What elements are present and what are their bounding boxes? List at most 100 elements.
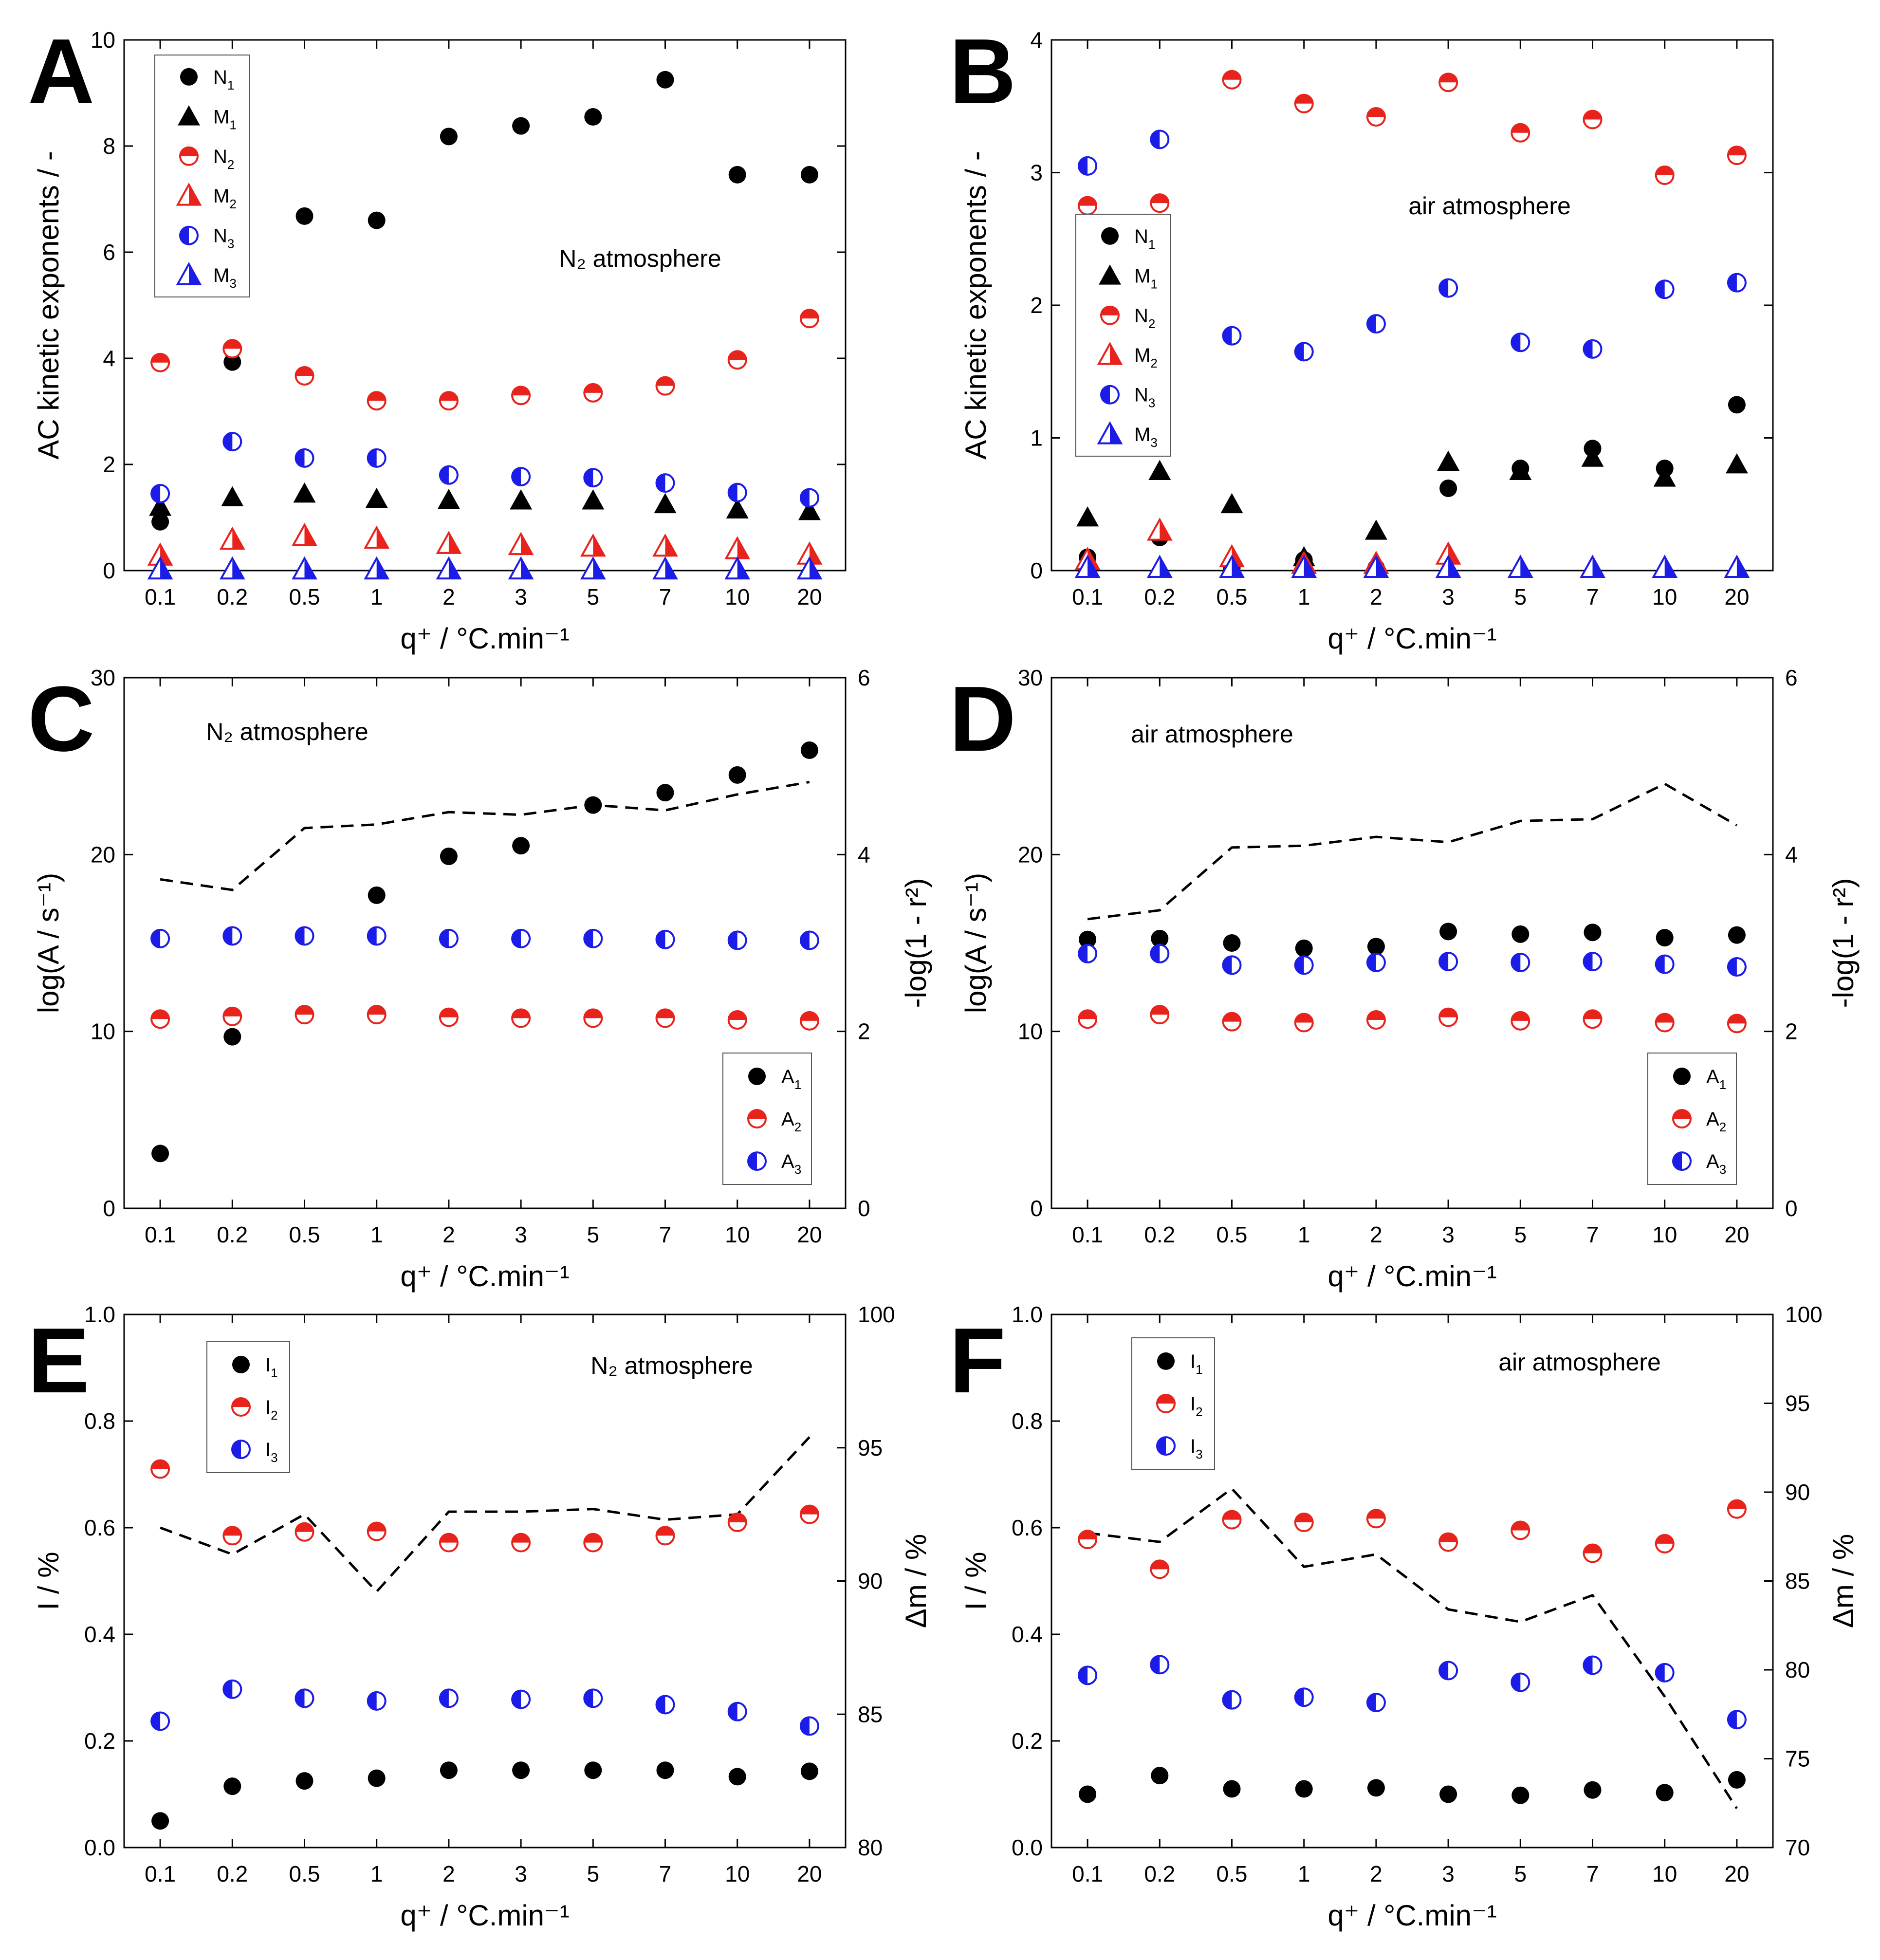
data-point <box>584 796 602 814</box>
series-2 <box>1078 1499 1747 1579</box>
data-point-fill <box>1295 343 1304 361</box>
data-point-fill <box>656 1696 665 1714</box>
y2-tick-label: 70 <box>1785 1835 1810 1860</box>
data-point <box>440 847 458 865</box>
data-point-fill <box>223 1527 241 1536</box>
panel-f: F 0.1 0.2 0.5 1 2 3 5 7 10 20 0.0 0.2 0.4 0.6 0.8 1.0 70 7… <box>949 1302 1860 1932</box>
data-point-fill <box>1367 953 1376 971</box>
y2-tick-label: 4 <box>1785 842 1798 867</box>
y-axis-label: AC kinetic exponents / - <box>959 151 992 460</box>
legend-marker-fill <box>748 1152 757 1170</box>
atmosphere-annotation: N₂ atmosphere <box>206 718 368 745</box>
x-tick-label: 2 <box>442 1861 455 1886</box>
y2-axis-label: Δm / % <box>900 1534 932 1628</box>
x-tick-label: 0.2 <box>1144 1222 1175 1247</box>
data-point-fill <box>232 558 244 579</box>
data-point-fill <box>1448 543 1460 564</box>
data-point-fill <box>223 340 241 349</box>
panel-letter-a: A <box>28 20 94 123</box>
data-point-fill <box>440 1008 458 1017</box>
data-point <box>1295 1780 1313 1798</box>
data-point <box>798 499 821 520</box>
series-1 <box>1079 1767 1746 1804</box>
data-point <box>1151 1767 1169 1785</box>
y-tick-label: 1 <box>1030 425 1043 451</box>
x-tick-label: 0.5 <box>1216 1222 1248 1247</box>
x-tick-label: 1 <box>370 584 383 610</box>
panel-a: A 0.1 0.2 0.5 1 2 3 5 7 10 20 0 2 4 6 8 10 q⁺ / °C.min⁻¹ A… <box>28 20 847 655</box>
data-point-fill <box>1223 327 1232 345</box>
atmosphere-annotation: N₂ atmosphere <box>559 245 721 272</box>
panel-letter-e: E <box>28 1309 90 1412</box>
x-axis-label: q⁺ / °C.min⁻¹ <box>400 1260 569 1293</box>
data-point-fill <box>232 528 244 549</box>
series-1 <box>1079 923 1746 957</box>
data-point <box>800 1762 818 1780</box>
data-point-fill <box>1151 1560 1169 1570</box>
panel-letter-b: B <box>949 20 1016 123</box>
data-point-fill <box>376 558 388 579</box>
y-tick-label: 20 <box>1018 842 1043 867</box>
data-point <box>295 1772 313 1790</box>
data-point-fill <box>1223 1013 1241 1022</box>
legend-marker <box>180 68 198 86</box>
data-point-fill <box>1295 1688 1304 1706</box>
data-point-fill <box>521 534 533 555</box>
y-tick-label: 6 <box>103 240 115 265</box>
data-point-fill <box>584 1009 602 1018</box>
data-point <box>1295 939 1313 957</box>
x-tick-label: 1 <box>1298 1861 1310 1886</box>
y2-axis-label: -log(1 - r²) <box>900 878 932 1008</box>
y-tick-label: 0.8 <box>1012 1408 1043 1434</box>
y-tick-label: 4 <box>1030 27 1043 53</box>
data-point-fill <box>1584 340 1593 358</box>
data-point-fill <box>1592 556 1604 577</box>
data-point-fill <box>512 1009 530 1018</box>
data-point <box>1223 1780 1241 1798</box>
x-tick-label: 5 <box>1514 584 1527 610</box>
panel-letter-c: C <box>28 667 94 771</box>
data-point-fill <box>1728 147 1746 156</box>
atmosphere-annotation: N₂ atmosphere <box>590 1352 753 1379</box>
panel-letter-f: F <box>949 1309 1006 1412</box>
series-3 <box>1078 1655 1747 1730</box>
data-point-fill <box>656 474 665 492</box>
x-tick-label: 20 <box>797 1861 822 1886</box>
legend-box <box>722 1053 812 1185</box>
data-point-fill <box>295 927 305 945</box>
x-tick-label: 20 <box>1724 584 1749 610</box>
atmosphere-annotation: air atmosphere <box>1131 721 1293 748</box>
data-point-fill <box>295 367 313 376</box>
x-tick-label: 0.5 <box>1216 584 1248 610</box>
data-point <box>440 1761 458 1779</box>
series-3 <box>1078 943 1747 977</box>
data-point-fill <box>584 929 593 947</box>
data-point <box>654 493 677 514</box>
x-tick-label: 3 <box>515 1222 527 1247</box>
data-point-fill <box>1584 953 1593 971</box>
data-point-fill <box>800 489 810 507</box>
data-point-fill <box>368 449 377 467</box>
plot-frame <box>1051 677 1774 1209</box>
data-point-fill <box>800 1505 818 1515</box>
y2-tick-label: 2 <box>1785 1019 1798 1044</box>
data-point-fill <box>1367 1510 1385 1519</box>
data-point <box>1439 480 1457 498</box>
data-point <box>151 513 169 531</box>
data-point-fill <box>1511 124 1530 133</box>
dashed-fit-line <box>1087 1487 1738 1810</box>
data-point-fill <box>304 525 316 545</box>
data-point-fill <box>728 483 737 501</box>
data-point <box>1367 1779 1385 1797</box>
data-point-fill <box>737 558 749 579</box>
y2-tick-label: 100 <box>1785 1302 1823 1327</box>
y2-tick-label: 0 <box>858 1196 870 1221</box>
data-point <box>510 489 533 510</box>
dashed-fit-line <box>160 780 810 891</box>
data-point <box>223 1777 241 1795</box>
data-point-fill <box>1367 1011 1385 1020</box>
data-point <box>1223 934 1241 952</box>
data-point <box>656 71 674 89</box>
data-point-fill <box>593 558 605 579</box>
